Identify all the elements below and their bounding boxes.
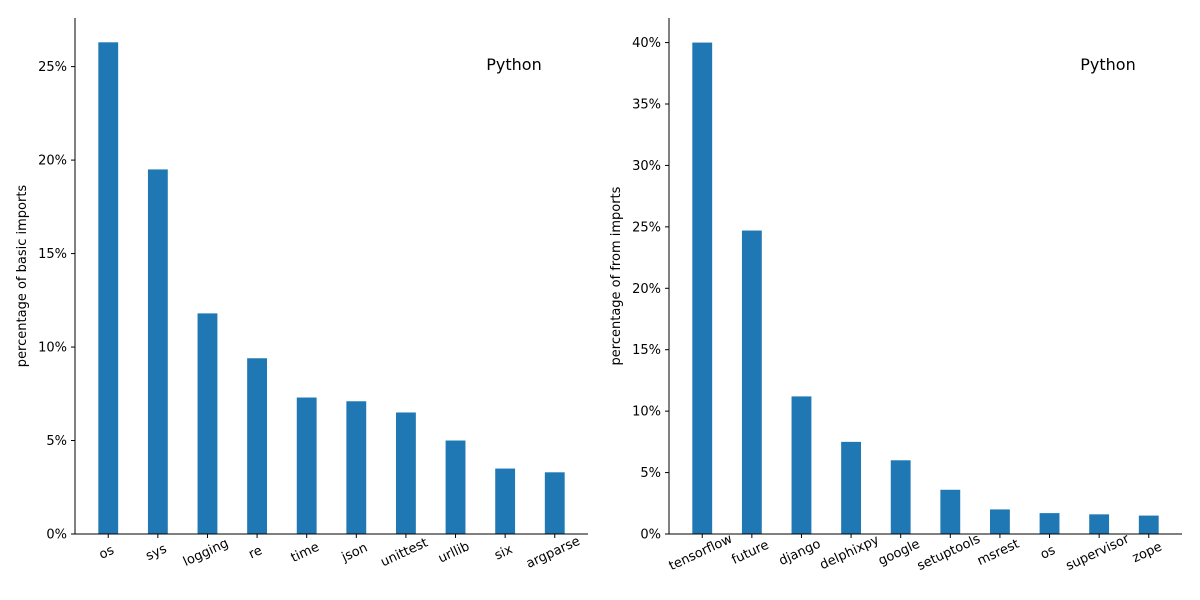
- x-tick-label: urllib: [436, 539, 472, 566]
- bar-django: [791, 396, 812, 534]
- x-tick-label: unittest: [379, 535, 431, 570]
- bar-urllib: [445, 440, 466, 534]
- x-tick-label: os: [97, 543, 117, 563]
- y-tick-label: 30%: [632, 159, 661, 174]
- bar-os: [98, 42, 119, 534]
- y-tick-label: 20%: [632, 282, 661, 297]
- bar-os: [1039, 513, 1060, 534]
- annotation: Python: [1080, 55, 1135, 74]
- x-tick-label: json: [339, 540, 370, 565]
- y-tick-label: 5%: [640, 466, 661, 481]
- bar-tensorflow: [692, 42, 713, 534]
- x-tick-label: six: [492, 542, 515, 563]
- bar-setuptools: [940, 489, 961, 534]
- bar-zope: [1138, 515, 1159, 534]
- x-tick-label: re: [247, 543, 265, 562]
- x-tick-label: sys: [144, 541, 170, 564]
- y-tick-label: 35%: [632, 98, 661, 113]
- annotation: Python: [486, 55, 541, 74]
- bar-unittest: [395, 412, 416, 534]
- bar-sys: [147, 169, 168, 534]
- x-tick-label: tensorflow: [667, 531, 735, 574]
- x-tick-label: argparse: [524, 534, 583, 572]
- x-tick-label: logging: [181, 536, 231, 570]
- y-axis-label: percentage of basic imports: [15, 185, 30, 368]
- y-tick-label: 15%: [632, 343, 661, 358]
- x-tick-label: time: [289, 540, 322, 566]
- y-tick-label: 25%: [632, 220, 661, 235]
- bar-argparse: [544, 472, 565, 534]
- bar-delphixpy: [841, 441, 862, 534]
- x-tick-label: supervisor: [1064, 531, 1133, 574]
- bar-future: [741, 230, 762, 535]
- x-tick-label: delphixpy: [818, 532, 882, 573]
- bar-logging: [197, 313, 218, 534]
- x-tick-label: setuptools: [915, 532, 983, 574]
- x-tick-label: django: [777, 537, 824, 569]
- bar-msrest: [989, 509, 1010, 534]
- chart-panel-1: os sys logging re time json unittest urllib six a…: [15, 18, 588, 572]
- x-tick-label: future: [729, 538, 771, 568]
- y-tick-label: 25%: [38, 60, 67, 75]
- bar-google: [890, 460, 911, 534]
- bar-re: [247, 358, 268, 534]
- y-tick-label: 10%: [38, 341, 67, 356]
- x-tick-label: os: [1038, 543, 1058, 563]
- y-axis-label: percentage of from imports: [609, 186, 624, 365]
- x-tick-label: google: [876, 537, 922, 569]
- y-tick-label: 0%: [640, 528, 661, 543]
- bar-supervisor: [1089, 514, 1110, 534]
- y-tick-label: 10%: [632, 405, 661, 420]
- y-tick-label: 15%: [38, 247, 67, 262]
- x-tick-label: msrest: [975, 537, 1022, 569]
- bar-json: [346, 401, 367, 534]
- bar-time: [296, 397, 317, 534]
- y-tick-label: 40%: [632, 36, 661, 51]
- x-tick-label: zope: [1130, 539, 1164, 566]
- bar-six: [495, 468, 516, 534]
- y-tick-label: 20%: [38, 154, 67, 169]
- y-tick-label: 5%: [46, 434, 67, 449]
- y-tick-label: 0%: [46, 528, 67, 543]
